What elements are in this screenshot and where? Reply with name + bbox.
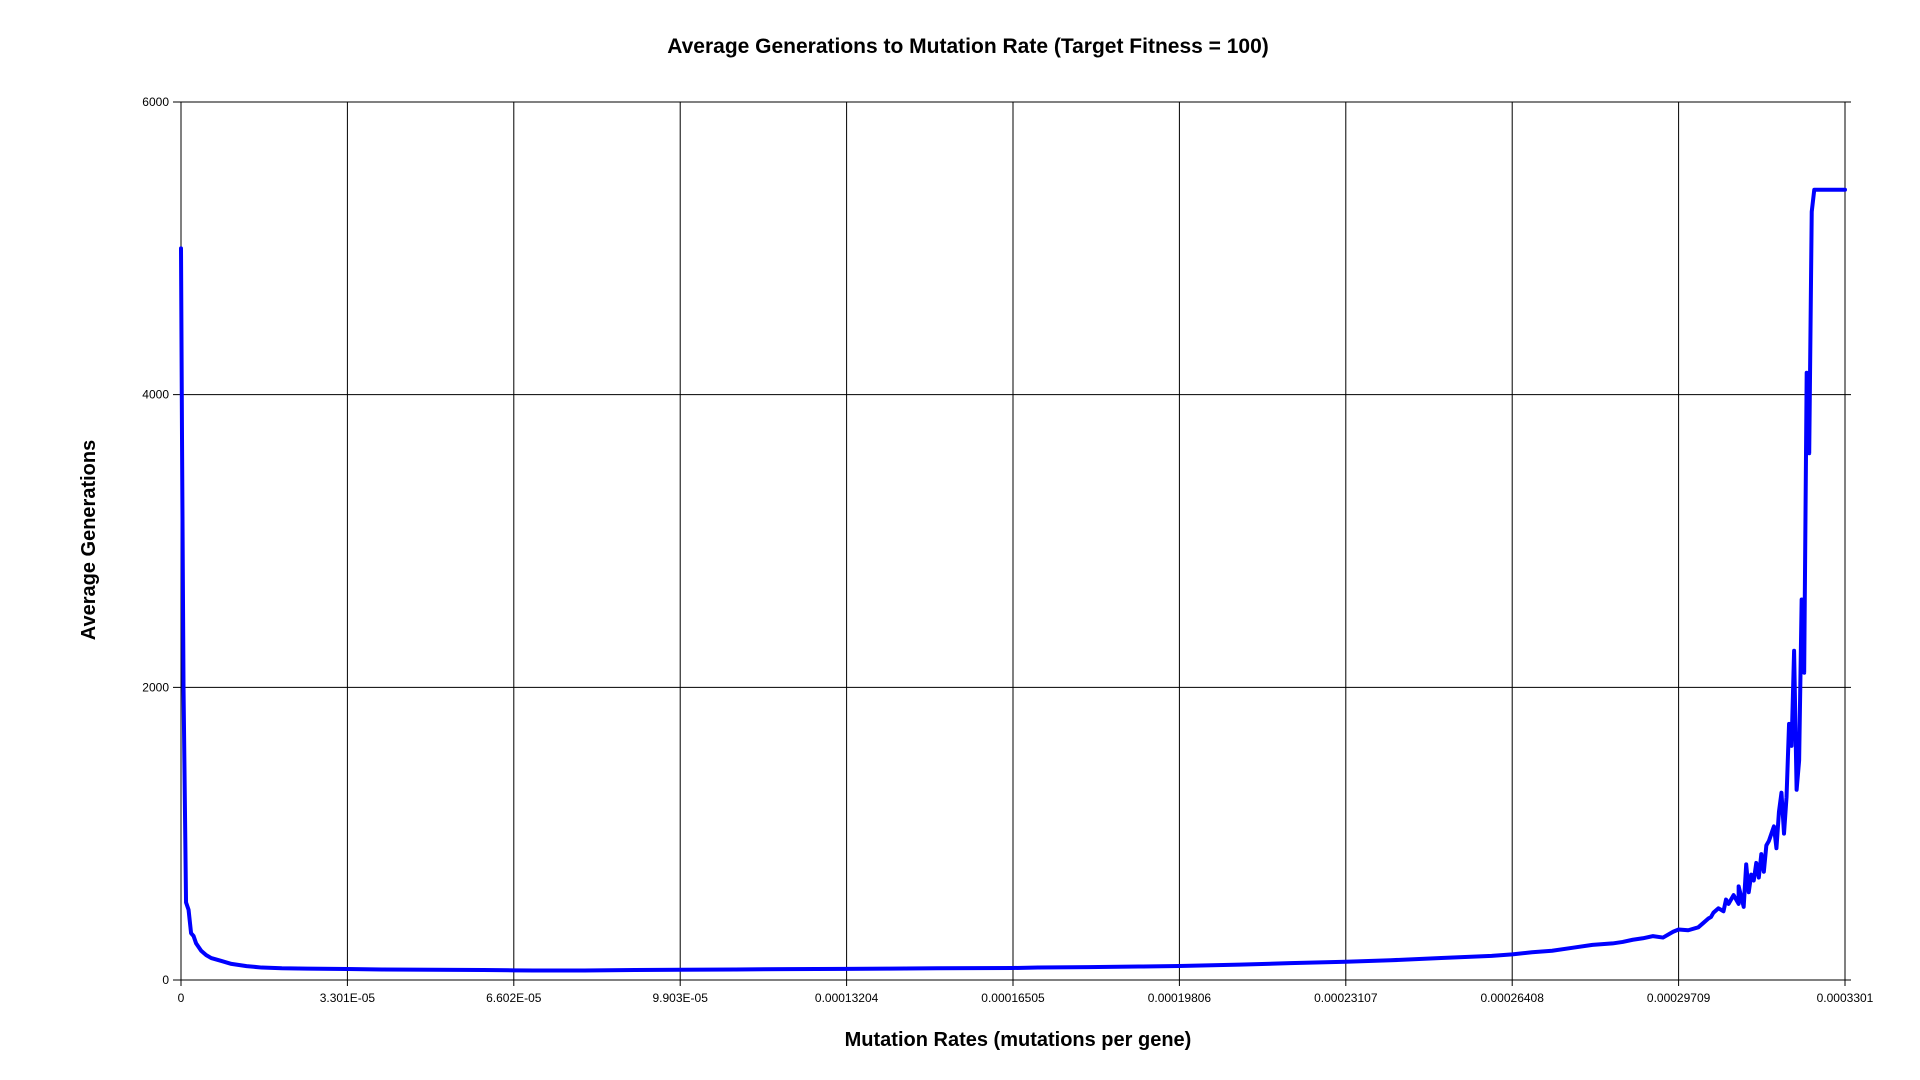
y-tick-label: 2000	[142, 680, 169, 694]
series-layer	[179, 187, 1847, 973]
x-tick-label: 0.00026408	[1480, 991, 1544, 1005]
chart-title: Average Generations to Mutation Rate (Ta…	[667, 35, 1269, 58]
x-tick-label: 0.00013204	[815, 991, 879, 1005]
series-line	[179, 187, 1847, 973]
x-tick-label: 6.602E-05	[486, 991, 542, 1005]
y-tick-label: 4000	[142, 388, 169, 402]
x-tick-label: 3.301E-05	[320, 991, 376, 1005]
x-tick-label: 0.00016505	[981, 991, 1045, 1005]
y-tick-label: 0	[162, 973, 169, 987]
x-tick-label: 0	[178, 991, 185, 1005]
grid-lines	[173, 101, 1851, 986]
tick-labels: 0 3.301E-05 6.602E-05 9.903E-05 0.00013204 0.…	[142, 95, 1873, 1005]
x-tick-label: 0.00019806	[1148, 991, 1212, 1005]
x-tick-label: 0.00023107	[1314, 991, 1378, 1005]
x-axis-title: Mutation Rates (mutations per gene)	[845, 1029, 1192, 1051]
y-tick-label: 6000	[142, 95, 169, 109]
x-tick-label: 0.0003301	[1817, 991, 1874, 1005]
y-axis-title: Average Generations	[78, 440, 100, 640]
x-tick-label: 9.903E-05	[653, 991, 709, 1005]
x-tick-label: 0.00029709	[1647, 991, 1711, 1005]
